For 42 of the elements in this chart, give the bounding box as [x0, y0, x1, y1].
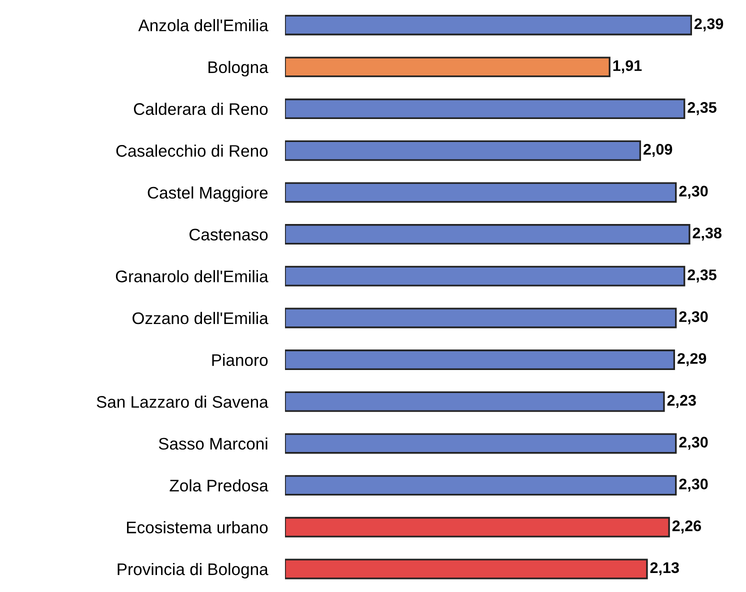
bar	[285, 308, 677, 328]
bar	[285, 350, 676, 370]
y-tick-label: Zola Predosa	[170, 479, 268, 492]
y-tick-label: San Lazzaro di Savena	[96, 396, 268, 408]
bar	[285, 98, 686, 120]
data-label: 2,30	[679, 436, 708, 450]
y-tick-label: Pianoro	[212, 354, 268, 366]
data-label: 2,13	[650, 562, 679, 576]
y-tick-label: Castenaso	[190, 228, 268, 240]
bar	[285, 224, 690, 245]
data-label: 2,29	[677, 353, 706, 366]
bar	[285, 558, 648, 580]
bar	[285, 56, 610, 78]
y-tick-label: Castel Maggiore	[148, 186, 268, 202]
data-label: 2,38	[692, 228, 722, 241]
data-label: 2,30	[679, 186, 708, 199]
data-label: 2,30	[679, 311, 708, 324]
y-tick-label: Bologna	[208, 60, 268, 76]
data-label: 2,39	[694, 18, 724, 32]
y-tick-label: Ecosistema urbano	[127, 521, 268, 534]
y-tick-label: Calderara di Reno	[134, 102, 268, 115]
y-tick-label: Anzola dell'Emilia	[138, 19, 268, 32]
bar	[285, 516, 670, 538]
data-label: 2,35	[688, 269, 716, 282]
y-tick-label: Ozzano dell'Emilia	[132, 312, 268, 324]
bar	[285, 391, 665, 412]
y-tick-label: Provincia di Bologna	[118, 562, 268, 578]
y-tick-label: Sasso Marconi	[158, 437, 268, 450]
bar	[285, 182, 677, 203]
bar	[285, 433, 677, 454]
data-label: 2,09	[643, 144, 672, 157]
data-label: 2,35	[688, 102, 716, 116]
y-tick-label: Casalecchio di Reno	[116, 144, 268, 157]
data-label: 2,23	[667, 394, 696, 408]
bar	[285, 14, 692, 36]
data-label: 2,26	[672, 520, 702, 534]
y-tick-label: Granarolo dell'Emilia	[116, 270, 268, 282]
bar	[285, 140, 642, 161]
bar	[285, 266, 686, 286]
data-label: 2,30	[679, 478, 708, 492]
data-label: 1,91	[613, 60, 642, 74]
bar	[285, 475, 677, 496]
